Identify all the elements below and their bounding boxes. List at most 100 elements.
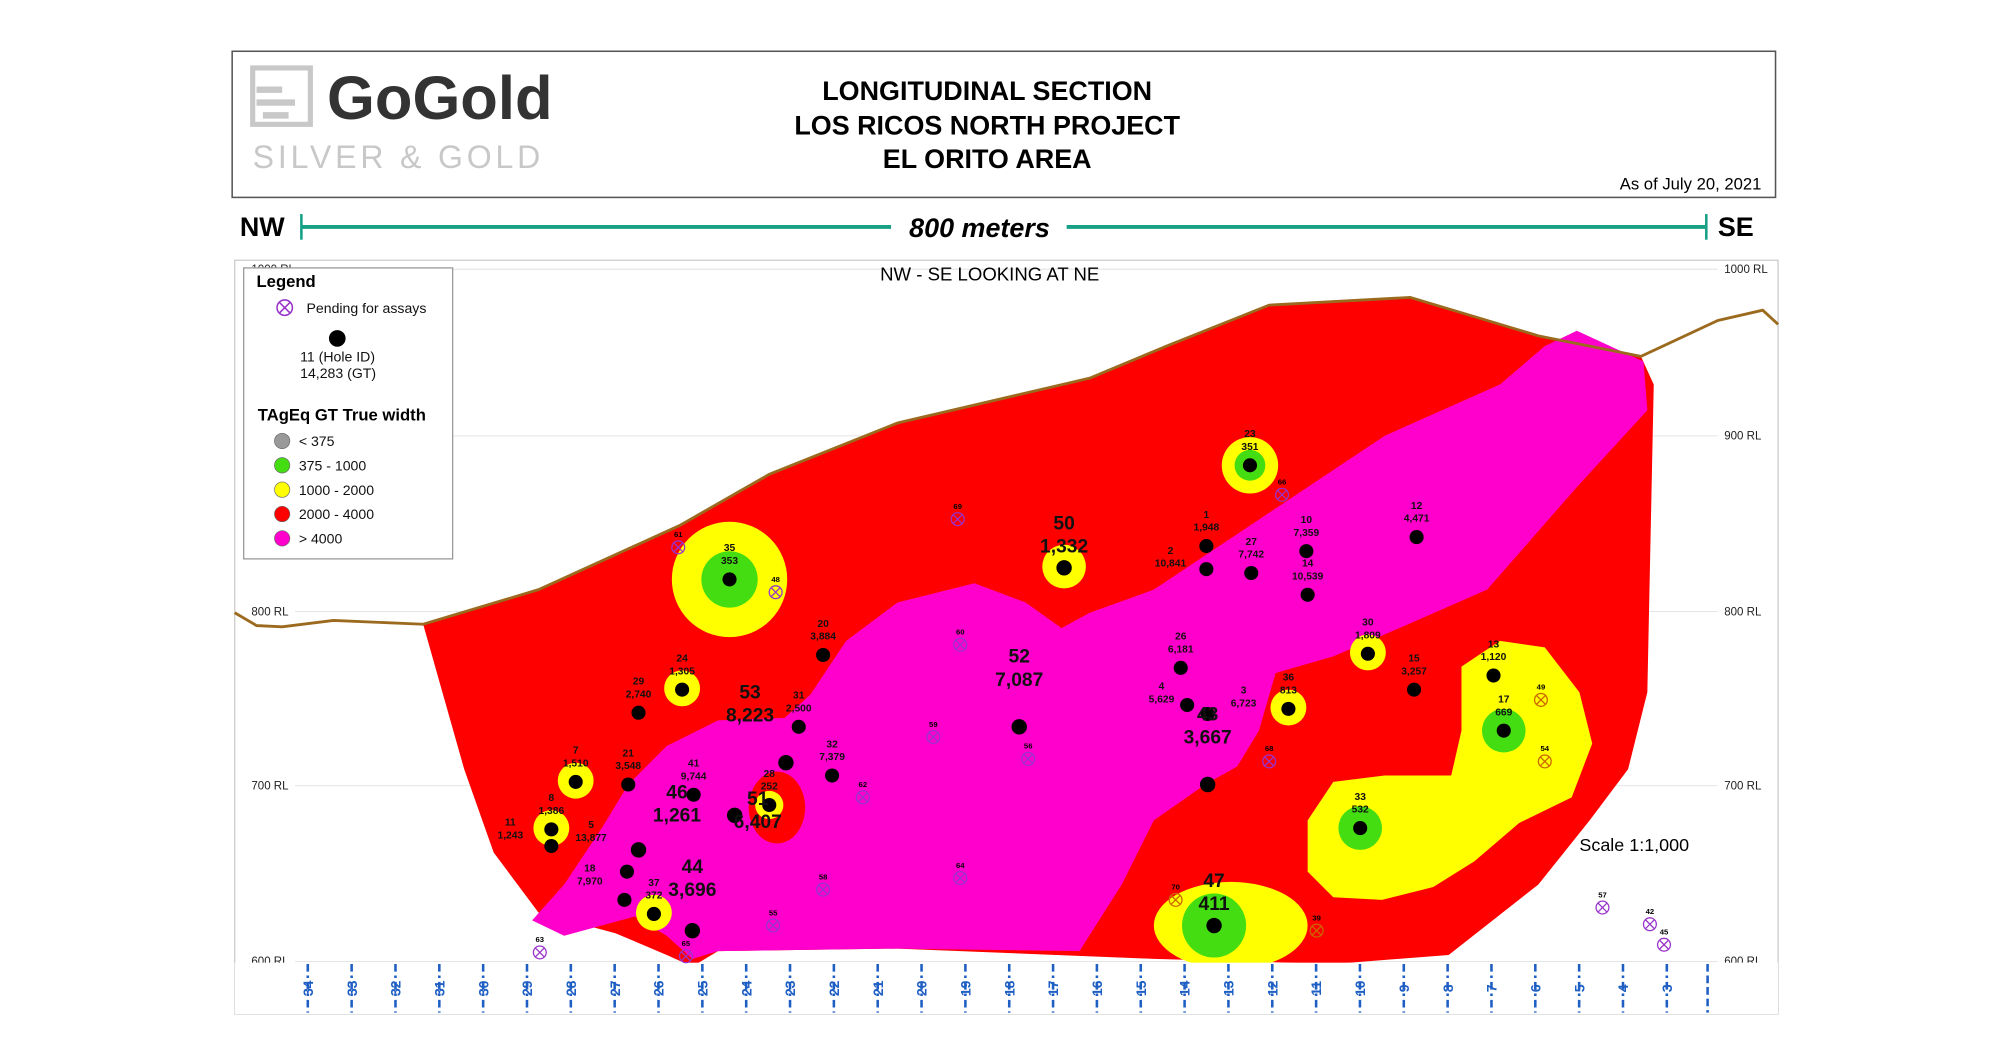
drill-hole-15[interactable]: 15 3,257: [1401, 653, 1427, 697]
drill-hole-43[interactable]: 433,667: [1184, 704, 1232, 793]
drill-hole-5[interactable]: 5 13,877: [575, 820, 635, 879]
drill-hole-12[interactable]: 12 4,471: [1404, 501, 1430, 545]
hole-id: 37: [648, 878, 660, 889]
drill-hole-52[interactable]: 527,087: [995, 647, 1043, 735]
drill-hole-29[interactable]: 292,740: [626, 677, 652, 720]
drill-hole-44[interactable]: 443,696: [668, 857, 716, 939]
title-line-2: LOS RICOS NORTH PROJECT: [794, 111, 1180, 141]
drill-hole-24[interactable]: 24 1,305: [669, 653, 695, 697]
hole-id: 11: [505, 818, 516, 829]
pending-hole-64[interactable]: 64: [953, 861, 968, 886]
drill-hole-53[interactable]: 538,223: [726, 683, 794, 771]
drill-hole-20[interactable]: 20 3,884: [810, 619, 836, 663]
drill-hole-13[interactable]: 13 1,120: [1481, 639, 1507, 683]
pending-icon: [953, 637, 968, 652]
hole-dot-icon: [1200, 706, 1215, 722]
section-label: 31: [431, 980, 447, 996]
drill-hole-31[interactable]: 312,500: [786, 691, 812, 734]
hole-id: 44: [682, 857, 704, 878]
pending-hole-60[interactable]: 60: [953, 628, 968, 652]
pending-hole-id: 59: [929, 720, 938, 729]
pending-hole-55[interactable]: 55: [766, 908, 781, 933]
drill-hole-11[interactable]: 111,243: [498, 818, 559, 854]
legend-pending-label: Pending for assays: [307, 300, 427, 316]
drill-hole-30[interactable]: 301,809: [1355, 618, 1381, 661]
drill-hole-27[interactable]: 27 7,742: [1238, 537, 1264, 581]
pending-hole-id: 68: [1265, 744, 1274, 753]
drill-hole-7[interactable]: 7 1,510: [563, 746, 589, 789]
hole-id: 36: [1283, 673, 1295, 684]
hole-gt: 1,510: [563, 759, 589, 770]
section-label: 30: [475, 980, 491, 996]
pending-hole-63[interactable]: 63: [532, 935, 547, 960]
pending-icon: [953, 871, 968, 886]
hole-dot-icon: [544, 822, 559, 837]
pending-hole-57[interactable]: 57: [1595, 890, 1610, 915]
pending-hole-39[interactable]: 39: [1309, 913, 1324, 938]
pending-hole-68[interactable]: 68: [1262, 744, 1277, 769]
hole-dot-icon: [328, 330, 346, 347]
drill-hole-46[interactable]: 461,261: [630, 783, 701, 858]
pending-hole-id: 65: [682, 939, 691, 948]
pending-hole-59[interactable]: 59: [926, 720, 941, 745]
drill-hole-8[interactable]: 8 1,386: [539, 793, 565, 837]
pending-hole-id: 57: [1598, 890, 1607, 899]
drill-hole-3[interactable]: 3 6,723: [1200, 685, 1257, 722]
drill-hole-41[interactable]: 419,744: [681, 759, 707, 802]
hole-dot-icon: [1486, 668, 1501, 683]
drill-hole-32[interactable]: 32 7,379: [819, 739, 845, 783]
drill-hole-2[interactable]: 2 10,841: [1155, 546, 1214, 577]
hole-dot-icon: [791, 719, 806, 734]
hole-id: 3: [1241, 685, 1247, 696]
pending-hole-id: 58: [819, 872, 828, 881]
pending-hole-42[interactable]: 42: [1642, 907, 1657, 932]
pending-hole-58[interactable]: 58: [816, 872, 831, 897]
hole-dot-icon: [621, 777, 636, 792]
drill-hole-1[interactable]: 1 1,948: [1194, 510, 1220, 554]
pending-hole-66[interactable]: 66: [1274, 478, 1290, 502]
pending-hole-54[interactable]: 54: [1537, 744, 1552, 769]
hole-id: 15: [1408, 653, 1420, 664]
pending-hole-61[interactable]: 61: [671, 530, 686, 555]
drill-hole-51[interactable]: 516,407: [726, 789, 782, 833]
hole-id: 21: [623, 748, 635, 759]
drill-hole-21[interactable]: 21 3,548: [615, 748, 641, 792]
pending-hole-45[interactable]: 45: [1656, 927, 1672, 952]
drill-hole-10[interactable]: 10 7,359: [1294, 515, 1320, 559]
hole-gt: 3,696: [668, 880, 716, 901]
pending-hole-62[interactable]: 62: [855, 780, 870, 805]
pending-hole-56[interactable]: 56: [1021, 742, 1036, 766]
drill-hole-26[interactable]: 266,181: [1168, 632, 1194, 675]
drill-hole-18[interactable]: 187,970: [577, 864, 632, 907]
hole-gt: 353: [721, 556, 738, 567]
section-label: 24: [738, 980, 754, 996]
hole-gt: 4,471: [1404, 514, 1430, 525]
section-label: 23: [782, 980, 798, 996]
drill-hole-50[interactable]: 501,332: [1040, 513, 1088, 576]
pending-hole-65[interactable]: 65: [678, 939, 693, 964]
drill-hole-4[interactable]: 45,629: [1149, 682, 1195, 713]
pending-hole-48[interactable]: 48: [768, 575, 783, 600]
hole-dot-icon: [1353, 821, 1368, 836]
rl-label-left: 800 RL: [251, 606, 289, 618]
hole-dot-icon: [816, 647, 831, 663]
hole-gt: 351: [1241, 442, 1258, 453]
pending-hole-69[interactable]: 69: [950, 502, 965, 527]
pending-icon: [768, 585, 783, 600]
hole-dot-icon: [568, 774, 583, 789]
pending-hole-49[interactable]: 49: [1533, 683, 1548, 707]
pending-hole-70[interactable]: 70: [1168, 883, 1183, 907]
section-label: 12: [1264, 980, 1280, 996]
hole-id: 28: [764, 769, 776, 780]
pending-holes: 61 48 69 66 60 59 56 62 68 49 54 58 64 55 65 63 70 39 57 42…: [532, 478, 1672, 964]
